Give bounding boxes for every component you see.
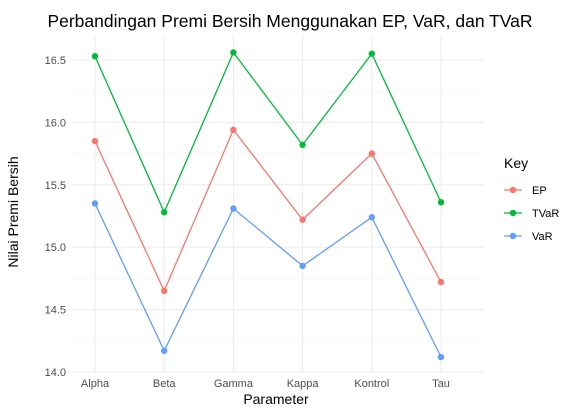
legend-title: Key (504, 155, 528, 171)
y-axis-title: Nilai Premi Bersih (5, 156, 21, 267)
legend-label: EP (532, 185, 547, 197)
data-point-tvar (368, 50, 375, 57)
x-tick-label: Gamma (214, 378, 254, 390)
y-tick-label: 16.0 (45, 117, 66, 129)
data-point-ep (161, 287, 168, 295)
legend-label: TVaR (532, 208, 559, 220)
chart-title: Perbandingan Premi Bersih Menggunakan EP… (47, 11, 532, 31)
x-tick-label: Alpha (81, 378, 110, 390)
series-line-var (94, 203, 442, 358)
x-axis-ticks: Alpha Beta Gamma Kappa Kontrol Tau (81, 378, 450, 390)
data-point-var (91, 200, 99, 207)
x-tick-label: Kontrol (354, 378, 389, 390)
y-tick-label: 16.5 (45, 55, 66, 67)
y-tick-label: 15.0 (45, 242, 66, 254)
x-tick-label: Kappa (287, 378, 320, 390)
series-line-ep (94, 128, 442, 293)
data-point-ep (230, 126, 237, 134)
legend-key-point (509, 209, 517, 217)
x-tick-label: Tau (432, 378, 450, 390)
plot-grid (72, 35, 484, 373)
y-axis-ticks: 14.0 14.5 15.0 15.5 16.0 16.5 (45, 55, 66, 379)
data-point-ep (299, 216, 306, 223)
x-axis-title: Parameter (243, 391, 309, 407)
series-tvar (91, 49, 445, 216)
legend-key-point (509, 186, 517, 194)
legend-item-ep: EP (504, 185, 547, 197)
data-point-var (368, 214, 375, 221)
data-point-tvar (161, 209, 168, 216)
data-point-tvar (437, 199, 445, 206)
data-point-tvar (299, 141, 306, 149)
legend-items: EP TVaR VaR (504, 185, 559, 243)
legend-item-tvar: TVaR (504, 208, 559, 220)
legend-label: VaR (532, 231, 553, 243)
y-tick-label: 14.5 (45, 305, 66, 317)
legend-item-var: VaR (504, 231, 553, 243)
x-tick-label: Beta (153, 378, 177, 390)
data-point-ep (91, 137, 99, 145)
series-var (91, 200, 445, 361)
legend-key-point (509, 232, 517, 240)
series-line-tvar (94, 51, 442, 214)
data-point-tvar (230, 49, 237, 56)
y-tick-label: 14.0 (45, 367, 66, 379)
data-point-tvar (91, 53, 99, 60)
data-point-ep (368, 150, 375, 157)
y-tick-label: 15.5 (45, 180, 66, 192)
data-point-var (230, 205, 237, 212)
data-point-var (161, 347, 168, 354)
series-layer (91, 49, 445, 361)
data-point-ep (437, 278, 445, 286)
data-point-var (437, 353, 445, 361)
series-ep (91, 126, 445, 295)
data-point-var (299, 262, 306, 270)
legend: Key EP TVaR VaR (504, 155, 559, 243)
